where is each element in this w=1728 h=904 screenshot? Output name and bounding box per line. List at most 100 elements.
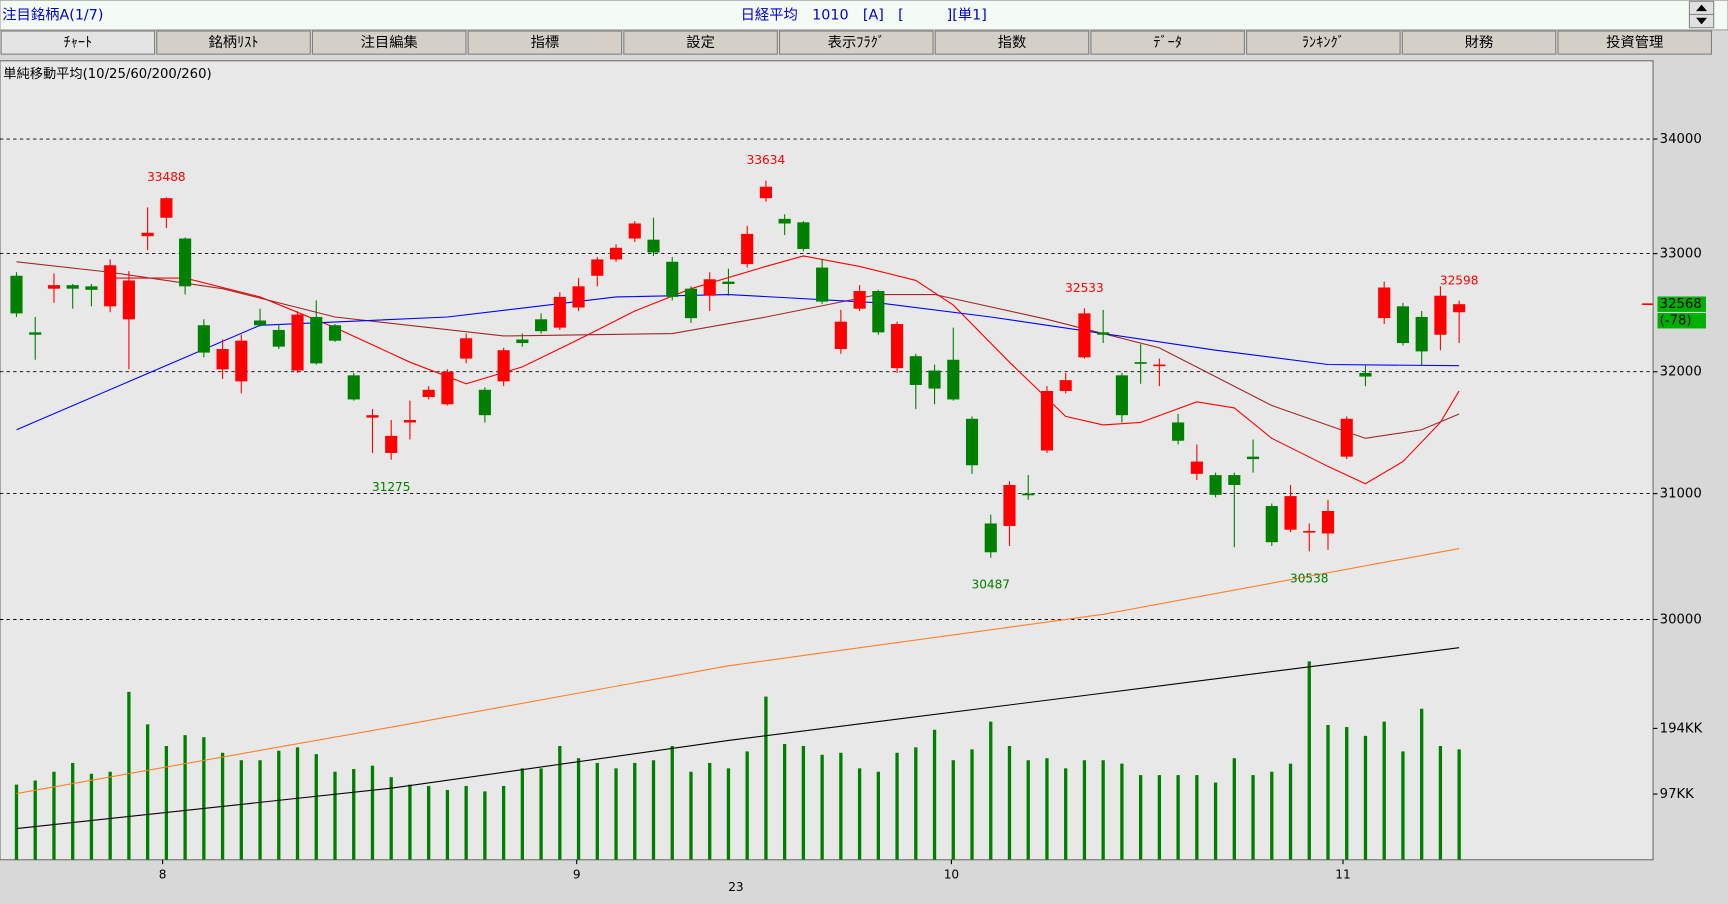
candle xyxy=(122,271,135,370)
candle-body xyxy=(66,285,79,289)
candle-body xyxy=(29,332,42,335)
volume-bar xyxy=(33,780,37,860)
candle xyxy=(1022,475,1035,500)
tab[interactable]: 指標 xyxy=(467,30,623,55)
tab[interactable]: 注目編集 xyxy=(311,30,467,55)
volume-bar xyxy=(1007,746,1012,860)
candle-body xyxy=(759,186,772,199)
volume-bar xyxy=(239,760,243,860)
volume-bar xyxy=(501,785,506,860)
candle xyxy=(1321,499,1335,550)
candle-body xyxy=(403,420,417,423)
candle-body xyxy=(1097,332,1110,335)
candle xyxy=(741,225,754,268)
volume-bar xyxy=(820,754,824,860)
candle xyxy=(478,387,491,423)
tab-label[interactable]: 財務 xyxy=(1465,34,1494,51)
tab-label[interactable]: 銘柄ﾘｽﾄ xyxy=(208,34,258,51)
volume-bar xyxy=(108,771,112,860)
candle xyxy=(703,272,716,312)
candle xyxy=(759,180,772,202)
candle-body xyxy=(816,267,829,302)
candle xyxy=(385,420,398,460)
tab[interactable]: ﾃﾞｰﾀ xyxy=(1090,30,1245,55)
candle-body xyxy=(1340,418,1353,457)
volume-bar xyxy=(164,746,169,860)
tab-button[interactable] xyxy=(1401,30,1557,55)
tab-button[interactable] xyxy=(311,30,467,55)
candle-body xyxy=(1115,375,1128,416)
tab[interactable]: ﾗﾝｷﾝｸﾞ xyxy=(1246,30,1401,55)
candle xyxy=(1284,484,1297,533)
candle xyxy=(104,259,117,313)
tab-label[interactable]: 指数 xyxy=(998,34,1027,51)
tab-button[interactable] xyxy=(934,30,1090,55)
tab-button[interactable] xyxy=(623,30,778,55)
volume-bar xyxy=(970,749,974,860)
y-tick-label: 32000 xyxy=(1660,365,1702,380)
candle xyxy=(1172,413,1185,445)
tab-button[interactable] xyxy=(1246,30,1401,55)
volume-bar xyxy=(539,768,543,860)
tab[interactable]: 銘柄ﾘｽﾄ xyxy=(156,30,311,55)
candle xyxy=(553,292,566,330)
tab-label[interactable]: 投資管理 xyxy=(1606,34,1663,51)
volume-bar xyxy=(1438,746,1443,860)
tab[interactable]: 指数 xyxy=(934,30,1090,55)
plot: 30000 31000 32000 33000 34000 97KK 194KK 8 9 10 11… xyxy=(0,132,1706,894)
tab-label[interactable]: 表示ﾌﾗｸﾞ xyxy=(828,34,885,51)
low-label: 30538 xyxy=(1290,571,1329,585)
tab-button[interactable] xyxy=(1090,30,1245,55)
tab-label[interactable]: 指標 xyxy=(531,34,560,51)
volume-bar xyxy=(839,752,843,860)
scrollbar[interactable] xyxy=(1688,0,1715,29)
candle xyxy=(984,514,997,558)
volume-bar xyxy=(277,750,281,860)
volume-bar xyxy=(951,760,955,860)
candle-body xyxy=(572,286,585,308)
candle-body xyxy=(553,296,566,328)
candle-body xyxy=(197,325,210,353)
tab-button[interactable] xyxy=(156,30,311,55)
candle xyxy=(1359,365,1372,387)
candle-body xyxy=(478,389,491,416)
tab[interactable]: 投資管理 xyxy=(1557,30,1713,55)
candle-body xyxy=(703,279,716,296)
header-left: 注目銘柄A(1/7) xyxy=(2,7,103,24)
volume-bar xyxy=(633,762,637,860)
candle xyxy=(909,353,922,410)
tab[interactable]: 設定 xyxy=(623,30,778,55)
volume-bar xyxy=(689,771,693,860)
tab-button[interactable] xyxy=(778,30,934,55)
tab-label[interactable]: ﾁｬｰﾄ xyxy=(64,35,93,51)
tab-label[interactable]: 設定 xyxy=(686,34,715,51)
candle xyxy=(10,272,23,317)
candle xyxy=(1378,281,1391,325)
candle-body xyxy=(984,523,997,553)
volume-bar xyxy=(1213,782,1218,860)
candle xyxy=(253,308,267,327)
tab-button[interactable] xyxy=(1557,30,1713,55)
volume-bar xyxy=(1420,708,1424,860)
tab[interactable]: 財務 xyxy=(1401,30,1557,55)
tab-label[interactable]: 注目編集 xyxy=(361,34,418,51)
candle-body xyxy=(1003,484,1016,526)
volume-bar xyxy=(1232,758,1236,860)
candle xyxy=(928,364,941,405)
tab[interactable]: ﾁｬｰﾄ xyxy=(0,30,156,55)
volume-bar xyxy=(895,752,899,860)
tab-label[interactable]: ﾗﾝｷﾝｸﾞ xyxy=(1302,34,1345,51)
volume-bar xyxy=(764,696,768,860)
candle xyxy=(1396,302,1409,346)
tab-label[interactable]: ﾃﾞｰﾀ xyxy=(1153,34,1182,51)
tab-button[interactable] xyxy=(0,30,156,55)
volume-bar xyxy=(558,746,562,860)
candle-body xyxy=(179,238,192,287)
volume-bar xyxy=(1345,727,1349,860)
candle-body xyxy=(947,359,960,400)
volume-bar xyxy=(1363,735,1368,860)
low-label: 31275 xyxy=(372,480,411,494)
tab-button[interactable] xyxy=(467,30,623,55)
tab[interactable]: 表示ﾌﾗｸﾞ xyxy=(778,30,934,55)
volume-bar xyxy=(857,768,862,860)
